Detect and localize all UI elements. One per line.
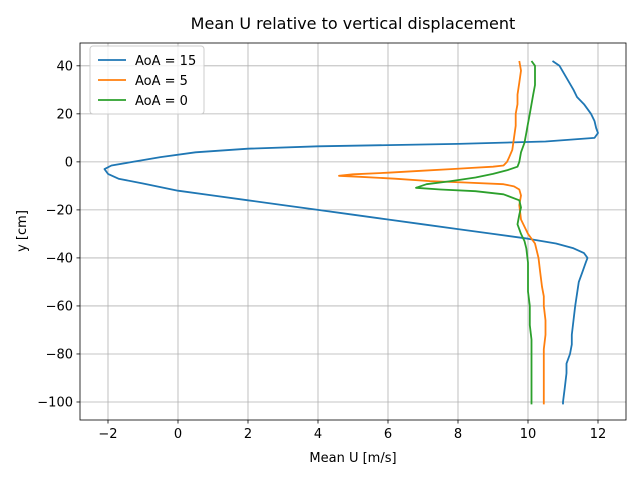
y-tick-label: −20: [46, 203, 73, 218]
x-tick-label: 2: [244, 427, 252, 442]
x-tick-label: 0: [174, 427, 182, 442]
y-tick-label: 40: [56, 59, 73, 74]
y-tick-label: −40: [46, 251, 73, 266]
x-tick-label: 8: [454, 427, 462, 442]
x-axis-label: Mean U [m/s]: [309, 451, 396, 466]
legend-label-1: AoA = 5: [135, 74, 188, 89]
x-tick-label: 6: [384, 427, 392, 442]
x-tick-label: 12: [590, 427, 607, 442]
x-tick-label: 10: [520, 427, 537, 442]
legend-label-2: AoA = 0: [135, 94, 188, 109]
y-tick-label: −100: [37, 395, 73, 410]
y-tick-label: 20: [56, 107, 73, 122]
y-tick-label: −60: [46, 299, 73, 314]
series-line-1: [338, 60, 547, 405]
y-tick-label: −80: [46, 347, 73, 362]
legend-box: [89, 45, 205, 115]
chart-title: Mean U relative to vertical displacement: [191, 14, 516, 33]
plot-frame: [79, 42, 627, 421]
y-tick-label: 0: [65, 155, 73, 170]
legend: AoA = 15 AoA = 5 AoA = 0: [89, 45, 205, 115]
series-line-2: [415, 60, 536, 405]
x-tick-label: −2: [98, 427, 117, 442]
series-line-0: [103, 60, 599, 405]
legend-label-0: AoA = 15: [135, 54, 196, 69]
series-group: [103, 60, 599, 405]
grid: [80, 43, 626, 420]
x-tick-label: 4: [314, 427, 322, 442]
y-axis-label: y [cm]: [15, 210, 30, 252]
